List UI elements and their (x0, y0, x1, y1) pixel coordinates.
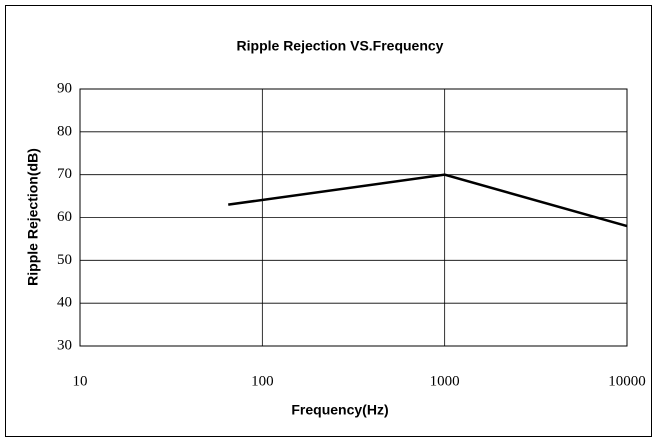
data-line (228, 173, 628, 228)
x-tick-label: 10000 (608, 373, 646, 389)
y-tick-label: 70 (57, 166, 72, 182)
y-tick-label: 90 (57, 80, 72, 96)
x-tick-label: 1000 (430, 373, 460, 389)
x-axis-label: Frequency(Hz) (291, 402, 388, 418)
y-tick-label: 80 (57, 123, 72, 139)
y-tick-label: 60 (57, 209, 72, 225)
chart-title: Ripple Rejection VS.Frequency (237, 38, 444, 54)
x-tick-label: 100 (251, 373, 274, 389)
y-tick-label: 30 (57, 337, 72, 353)
chart-frame (5, 5, 652, 437)
y-axis-label: Ripple Rejection(dB) (25, 148, 41, 286)
y-tick-label: 50 (57, 252, 72, 268)
plot-area (79, 88, 628, 347)
y-tick-label: 40 (57, 295, 72, 311)
x-tick-label: 10 (73, 373, 88, 389)
